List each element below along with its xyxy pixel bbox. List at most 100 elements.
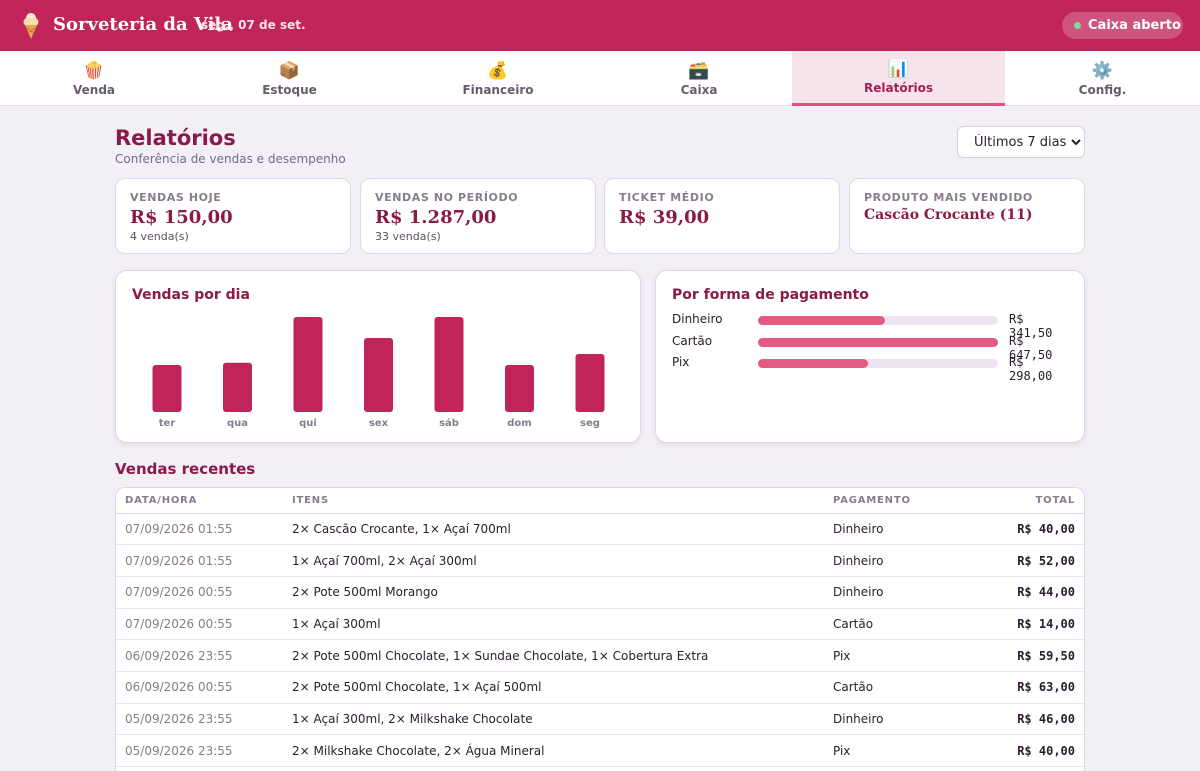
cell-items: 1× Açaí 300ml, 2× Milkshake Chocolate [283, 703, 824, 736]
popcorn-icon: 🍿 [83, 60, 105, 81]
kpi-value: R$ 150,00 [130, 207, 233, 228]
bar-qua [223, 362, 252, 412]
kpi-value: R$ 39,00 [619, 207, 710, 228]
bar-sáb [434, 317, 464, 412]
cell-items: 2× Cascão Crocante, 1× Açaí 700ml [283, 513, 824, 546]
cell-total: R$ 40,00 [974, 734, 1084, 767]
cash-status-button[interactable]: Caixa aberto [1062, 12, 1183, 39]
cell-total: R$ 14,00 [974, 608, 1084, 641]
cell-date: 05/09/2026 23:55 [116, 734, 283, 767]
payment-amount: R$ 341,50 [1009, 312, 1053, 340]
cell-payment: Cartão [824, 671, 974, 704]
cell-payment: Dinheiro [824, 703, 974, 736]
payment-amount: R$ 647,50 [1009, 333, 1053, 362]
kpi-label: PRODUTO MAIS VENDIDO [864, 191, 1033, 204]
money-bag-icon: 💰 [487, 60, 509, 81]
table-row[interactable]: 07/09/2026 00:55 1× Açaí 300ml Cartão R$ 14… [116, 608, 1084, 641]
x-tick-label: sáb [439, 417, 459, 429]
bar-chart-icon: 📊 [887, 59, 910, 79]
cell-payment: Dinheiro [824, 576, 974, 609]
table-row[interactable]: 07/09/2026 00:55 2× Pote 500ml Morango Din… [116, 576, 1084, 609]
daily-sales-chart: ter qua qui sex sáb dom seg [152, 317, 605, 429]
period-select[interactable]: Últimos 7 dias [957, 126, 1085, 158]
page-title: Relatórios [115, 126, 236, 150]
cell-total [974, 766, 1084, 771]
tab-venda[interactable]: 🍿 Venda [0, 51, 188, 106]
payment-method-title: Por forma de pagamento [672, 287, 869, 303]
tab-caixa[interactable]: 🗃️ Caixa [605, 51, 793, 106]
tab-label: Caixa [680, 82, 718, 97]
tab-relatorios[interactable]: 📊 Relatórios [792, 51, 1005, 106]
cell-items: 1× Açaí 700ml, 2× Açaí 300ml [283, 544, 824, 577]
tab-config[interactable]: ⚙️ Config. [1005, 51, 1200, 106]
kpi-label: VENDAS HOJE [130, 191, 222, 204]
payment-bar-track [758, 316, 998, 325]
bar-seg [575, 353, 605, 412]
daily-sales-title: Vendas por dia [132, 287, 250, 303]
tab-financeiro[interactable]: 💰 Financeiro [391, 51, 605, 106]
bar-dom [505, 364, 534, 412]
cell-items: 2× Pote 500ml Chocolate, 1× Sundae Choco… [283, 639, 824, 672]
kpi-subtext: 33 venda(s) [375, 230, 441, 243]
tab-estoque[interactable]: 📦 Estoque [188, 51, 391, 106]
cell-items: 1× Açaí 300ml [283, 608, 824, 641]
current-date: seg., 07 de set. [201, 18, 306, 32]
bar-qui [293, 317, 323, 412]
column-header-date: DATA/HORA [116, 488, 283, 514]
payment-method-name: Pix [672, 355, 690, 369]
tab-label: Financeiro [462, 82, 534, 97]
kpi-label: VENDAS NO PERÍODO [375, 191, 519, 204]
x-tick-label: qui [299, 418, 317, 429]
table-row[interactable]: 07/09/2026 01:55 1× Açaí 700ml, 2× Açaí 3… [116, 544, 1084, 577]
payment-method-name: Dinheiro [672, 312, 723, 326]
table-header-row: DATA/HORA ITENS PAGAMENTO TOTAL [116, 488, 1084, 514]
table-row[interactable]: 05/09/2026 23:55 2× Milkshake Chocolate, … [116, 734, 1084, 767]
tab-label: Venda [73, 82, 115, 97]
payment-row: Cartão R$ 647,50 [672, 333, 1072, 362]
payment-method-name: Cartão [672, 333, 713, 348]
kpi-card-ticket-medio: TICKET MÉDIO R$ 39,00 [604, 178, 840, 254]
table-row[interactable]: 06/09/2026 00:55 2× Pote 500ml Chocolate,… [116, 671, 1084, 704]
x-tick-label: sex [369, 418, 389, 429]
cash-status-label: Caixa aberto [1088, 18, 1181, 33]
payment-amount: R$ 298,00 [1009, 355, 1053, 383]
payment-method-panel: Por forma de pagamento Dinheiro R$ 341,50… [655, 270, 1085, 443]
cell-date: 06/09/2026 00:55 [116, 671, 283, 704]
table-row[interactable]: 06/09/2026 23:55 2× Pote 500ml Chocolate,… [116, 639, 1084, 672]
x-tick-label: ter [159, 418, 176, 429]
cell-date: 07/09/2026 01:55 [116, 513, 283, 546]
cell-payment [824, 766, 974, 771]
cell-total: R$ 59,50 [974, 639, 1084, 672]
payment-row: Dinheiro R$ 341,50 [672, 312, 1072, 340]
app-title: Sorveteria da Vila [53, 14, 233, 35]
column-header-items: ITENS [283, 488, 824, 514]
cell-items: 2× Pote 500ml Chocolate, 1× Açaí 500ml [283, 671, 824, 704]
tab-label: Config. [1078, 82, 1127, 97]
kpi-value: Cascão Crocante (11) [864, 207, 1033, 223]
cell-date: 05/09/2026 23:55 [116, 703, 283, 736]
cell-payment: Dinheiro [824, 513, 974, 546]
table-row[interactable]: 07/09/2026 01:55 2× Cascão Crocante, 1× A… [116, 513, 1084, 546]
cell-date: 06/09/2026 23:55 [116, 639, 283, 672]
payment-bar-fill [758, 359, 869, 368]
recent-sales-table: DATA/HORA ITENS PAGAMENTO TOTAL 07/09/20… [115, 487, 1085, 771]
kpi-value: R$ 1.287,00 [375, 207, 497, 228]
x-tick-label: dom [507, 418, 531, 429]
cell-payment: Pix [824, 734, 974, 767]
tab-label: Relatórios [864, 81, 933, 95]
daily-sales-panel: Vendas por dia ter qua qui sex sáb dom seg [115, 270, 641, 443]
cell-total: R$ 63,00 [974, 671, 1084, 704]
kpi-label: TICKET MÉDIO [619, 191, 715, 204]
cell-date [116, 766, 283, 771]
cell-payment: Dinheiro [824, 544, 974, 577]
cell-items [283, 766, 824, 771]
cell-date: 07/09/2026 01:55 [116, 544, 283, 577]
table-row[interactable] [116, 766, 1084, 771]
payment-bar-fill [758, 337, 998, 347]
main-nav: 🍿 Venda 📦 Estoque 💰 Financeiro 🗃️ Caixa … [0, 51, 1200, 106]
table-row[interactable]: 05/09/2026 23:55 1× Açaí 300ml, 2× Milksh… [116, 703, 1084, 736]
cell-date: 07/09/2026 00:55 [116, 576, 283, 609]
cell-items: 2× Pote 500ml Morango [283, 576, 824, 609]
status-dot-icon [1074, 22, 1081, 29]
payment-bar-fill [758, 316, 885, 325]
